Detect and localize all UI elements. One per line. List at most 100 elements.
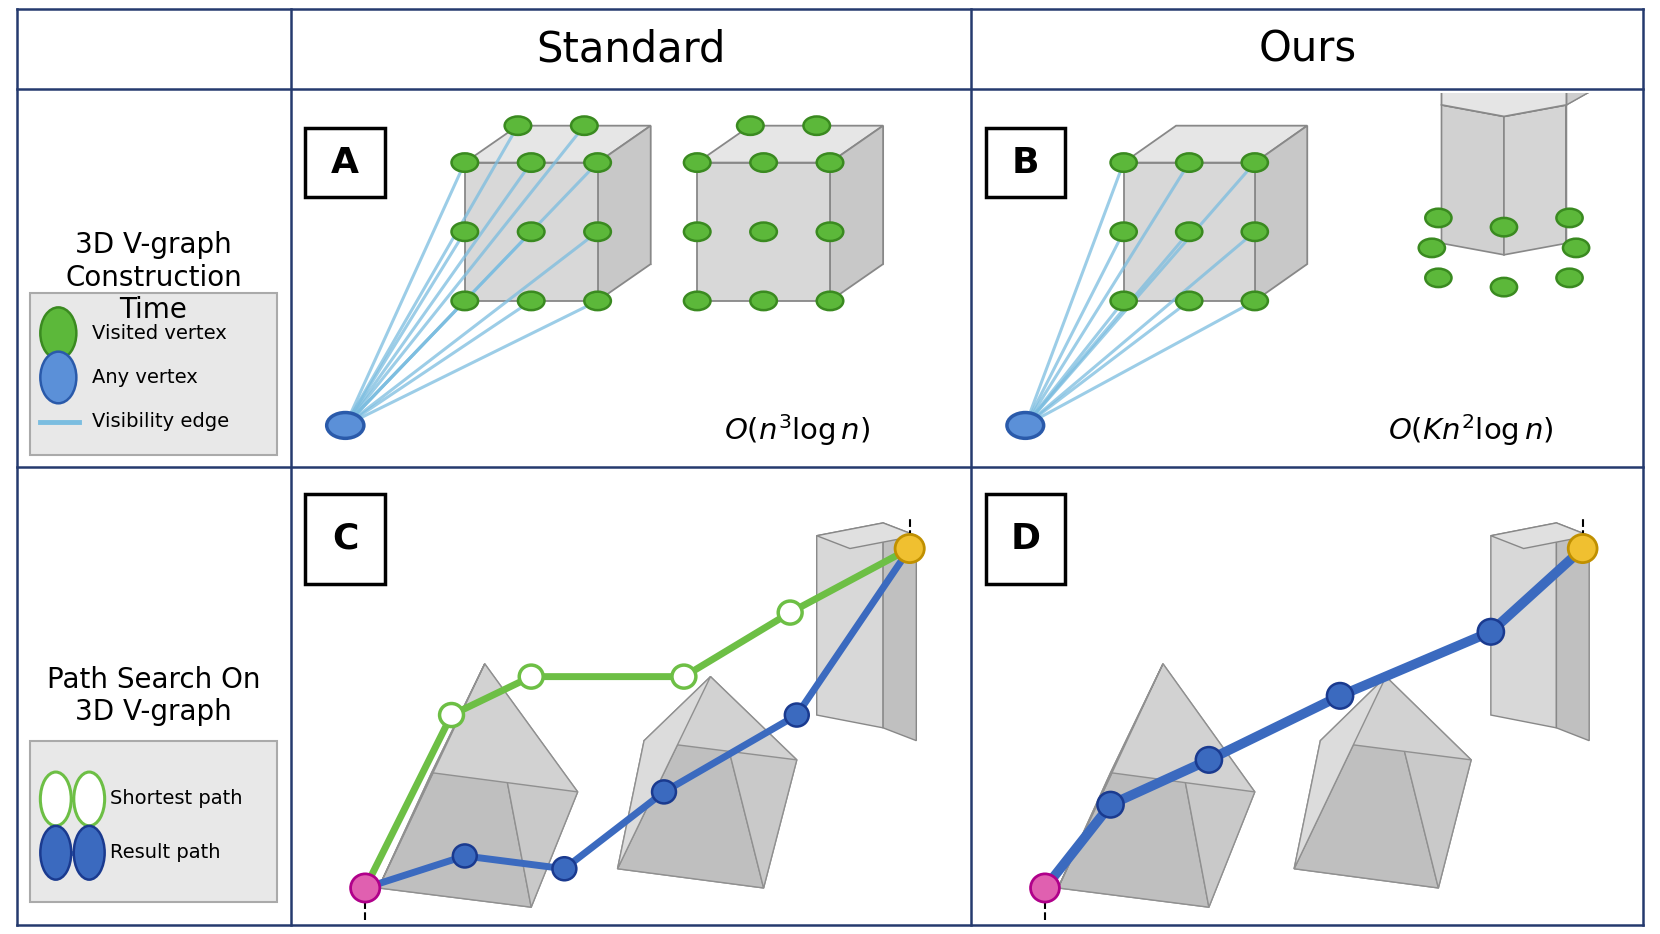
Circle shape: [505, 117, 531, 134]
Circle shape: [1175, 222, 1202, 241]
Polygon shape: [1111, 664, 1255, 792]
Circle shape: [1569, 534, 1597, 562]
Polygon shape: [618, 741, 797, 888]
Circle shape: [750, 153, 777, 172]
Circle shape: [1097, 792, 1124, 817]
Text: D: D: [1011, 522, 1041, 556]
Polygon shape: [817, 523, 883, 728]
Circle shape: [1175, 291, 1202, 310]
Polygon shape: [1567, 64, 1599, 105]
Circle shape: [737, 117, 764, 134]
Polygon shape: [1557, 523, 1589, 741]
Polygon shape: [1441, 105, 1504, 255]
Polygon shape: [1504, 87, 1599, 117]
Circle shape: [584, 153, 611, 172]
Polygon shape: [618, 676, 764, 888]
Polygon shape: [465, 126, 651, 163]
Text: Path Search On
3D V-graph: Path Search On 3D V-graph: [46, 666, 261, 726]
Circle shape: [350, 874, 380, 902]
Circle shape: [817, 153, 843, 172]
Polygon shape: [1057, 664, 1164, 888]
Circle shape: [571, 117, 598, 134]
Polygon shape: [710, 676, 797, 888]
Circle shape: [452, 291, 478, 310]
Polygon shape: [1057, 664, 1208, 907]
FancyBboxPatch shape: [30, 741, 277, 902]
Circle shape: [750, 291, 777, 310]
Text: $O(Kn^2 \log n)$: $O(Kn^2 \log n)$: [1388, 412, 1554, 448]
Circle shape: [684, 291, 710, 310]
Polygon shape: [1124, 163, 1255, 301]
Circle shape: [1477, 619, 1504, 644]
FancyBboxPatch shape: [30, 292, 277, 455]
Circle shape: [817, 291, 843, 310]
Circle shape: [452, 153, 478, 172]
FancyBboxPatch shape: [305, 494, 385, 584]
Circle shape: [895, 534, 925, 562]
Circle shape: [1426, 269, 1451, 287]
Text: Standard: Standard: [536, 28, 725, 70]
Polygon shape: [1491, 523, 1557, 728]
Polygon shape: [644, 676, 797, 760]
Circle shape: [518, 291, 544, 310]
Polygon shape: [432, 664, 578, 792]
Polygon shape: [485, 664, 578, 907]
Circle shape: [520, 665, 543, 688]
Circle shape: [1175, 153, 1202, 172]
Circle shape: [1326, 683, 1353, 709]
FancyBboxPatch shape: [986, 494, 1064, 584]
Polygon shape: [883, 523, 916, 741]
Polygon shape: [697, 163, 830, 301]
Polygon shape: [1164, 664, 1255, 907]
Text: Visibility edge: Visibility edge: [91, 412, 229, 432]
Text: Result path: Result path: [110, 843, 221, 862]
Circle shape: [1491, 218, 1517, 236]
Circle shape: [584, 222, 611, 241]
Circle shape: [1242, 222, 1268, 241]
Polygon shape: [697, 126, 883, 163]
Polygon shape: [830, 126, 883, 301]
Circle shape: [1195, 747, 1222, 772]
FancyBboxPatch shape: [986, 128, 1064, 197]
Circle shape: [817, 222, 843, 241]
Polygon shape: [817, 523, 916, 548]
Text: Visited vertex: Visited vertex: [91, 324, 226, 343]
Circle shape: [1242, 153, 1268, 172]
Text: Any vertex: Any vertex: [91, 368, 198, 387]
Polygon shape: [1295, 676, 1386, 869]
Circle shape: [1557, 208, 1582, 227]
Circle shape: [453, 844, 476, 868]
Circle shape: [1031, 874, 1059, 902]
Polygon shape: [378, 664, 485, 888]
Circle shape: [1111, 291, 1137, 310]
Polygon shape: [465, 163, 598, 301]
Circle shape: [684, 222, 710, 241]
Polygon shape: [598, 126, 651, 301]
Circle shape: [779, 601, 802, 624]
Circle shape: [1557, 269, 1582, 287]
Polygon shape: [618, 676, 710, 869]
Polygon shape: [1491, 523, 1589, 548]
Circle shape: [1419, 239, 1444, 257]
Circle shape: [672, 665, 696, 688]
Polygon shape: [1295, 741, 1471, 888]
Circle shape: [684, 153, 710, 172]
Polygon shape: [378, 664, 531, 907]
Circle shape: [1111, 153, 1137, 172]
Circle shape: [440, 703, 463, 727]
Circle shape: [803, 117, 830, 134]
Circle shape: [518, 153, 544, 172]
Text: Ours: Ours: [1258, 28, 1356, 70]
Text: $O(n^3 \log n)$: $O(n^3 \log n)$: [724, 412, 870, 448]
Circle shape: [553, 857, 576, 880]
Polygon shape: [378, 772, 578, 907]
Polygon shape: [1504, 105, 1567, 255]
Circle shape: [518, 222, 544, 241]
Circle shape: [40, 307, 76, 359]
Circle shape: [1564, 239, 1589, 257]
Circle shape: [652, 781, 676, 803]
Circle shape: [750, 222, 777, 241]
Polygon shape: [1255, 126, 1308, 301]
Polygon shape: [1124, 126, 1308, 163]
Circle shape: [1008, 413, 1044, 438]
